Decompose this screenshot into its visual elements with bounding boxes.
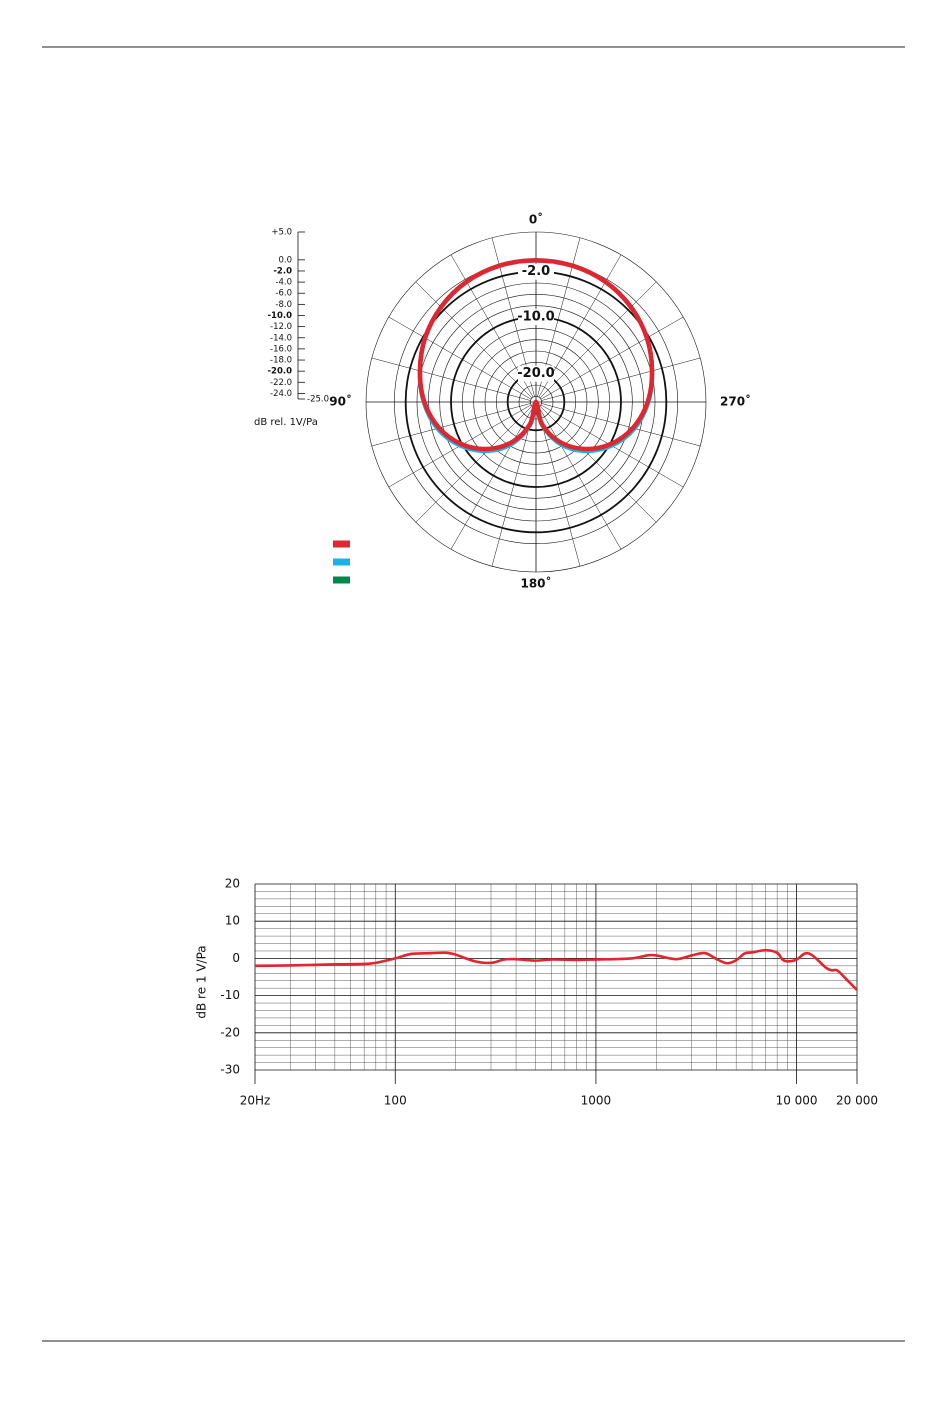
radial-line xyxy=(415,281,533,399)
angle-label: 0˚ xyxy=(529,212,543,227)
scale-tick-label: -12.0 xyxy=(270,322,292,332)
radial-line xyxy=(539,281,657,399)
radial-line xyxy=(538,406,622,550)
scale-tick-label: -4.0 xyxy=(275,278,292,288)
scale-tick-label: -8.0 xyxy=(275,300,292,310)
y-tick-label: 20 xyxy=(225,877,240,891)
radial-line xyxy=(450,406,534,550)
angle-label: 180˚ xyxy=(520,576,551,591)
scale-tick-label: -6.0 xyxy=(275,289,292,299)
scale-tick-label: -22.0 xyxy=(270,378,292,388)
scale-tick-label: -18.0 xyxy=(270,356,292,366)
radial-line xyxy=(537,407,581,567)
radial-line xyxy=(371,403,531,447)
polar-curve xyxy=(417,258,655,452)
x-tick-label: 1000 xyxy=(581,1094,612,1108)
x-tick-label: 10 000 xyxy=(776,1094,818,1108)
legend-swatch xyxy=(333,540,350,548)
ring-label-bg xyxy=(518,365,554,382)
angle-label: 270˚ xyxy=(720,394,751,409)
x-tick-label: 100 xyxy=(384,1094,407,1108)
angle-label: 90˚ xyxy=(329,394,352,409)
radial-line xyxy=(539,405,657,523)
radial-line xyxy=(388,316,532,400)
x-tick-label: 20Hz xyxy=(240,1094,271,1108)
legend-swatch xyxy=(333,558,350,566)
scale-tick-label: -20.0 xyxy=(268,367,293,377)
radial-line xyxy=(491,407,535,567)
response-curve xyxy=(254,948,858,991)
scale-label: dB rel. 1V/Pa xyxy=(254,417,318,428)
y-tick-label: -10 xyxy=(220,988,240,1002)
scale-tick-label: -10.0 xyxy=(268,311,293,321)
scale-tick-label: -24.0 xyxy=(270,389,292,399)
scale-tick-label: -2.0 xyxy=(273,266,292,276)
radial-line xyxy=(371,357,531,401)
legend-swatch xyxy=(333,576,350,584)
scale-tick-label: -14.0 xyxy=(270,333,292,343)
ring-label-bg xyxy=(518,263,554,280)
ring-label: -10.0 xyxy=(517,310,554,325)
radial-line xyxy=(415,405,533,523)
radial-line xyxy=(541,357,701,401)
ring-label: -20.0 xyxy=(517,366,554,381)
x-tick-label: 20 000 xyxy=(836,1094,878,1108)
scale-tick-label: +5.0 xyxy=(271,228,292,238)
y-axis-label: dB re 1 V/Pa xyxy=(195,945,209,1018)
y-tick-label: -20 xyxy=(220,1025,240,1039)
ring-label-bg xyxy=(518,309,554,325)
ring-label: -2.0 xyxy=(522,264,550,279)
radial-line xyxy=(540,316,684,400)
scale-tick-label: -25.0 xyxy=(307,395,329,405)
y-tick-label: 0 xyxy=(232,951,240,965)
radial-line xyxy=(541,403,701,447)
y-tick-label: 10 xyxy=(225,914,240,928)
y-tick-label: -30 xyxy=(220,1063,240,1077)
scale-tick-label: -16.0 xyxy=(270,344,292,354)
scale-tick-label: 0.0 xyxy=(278,255,292,265)
